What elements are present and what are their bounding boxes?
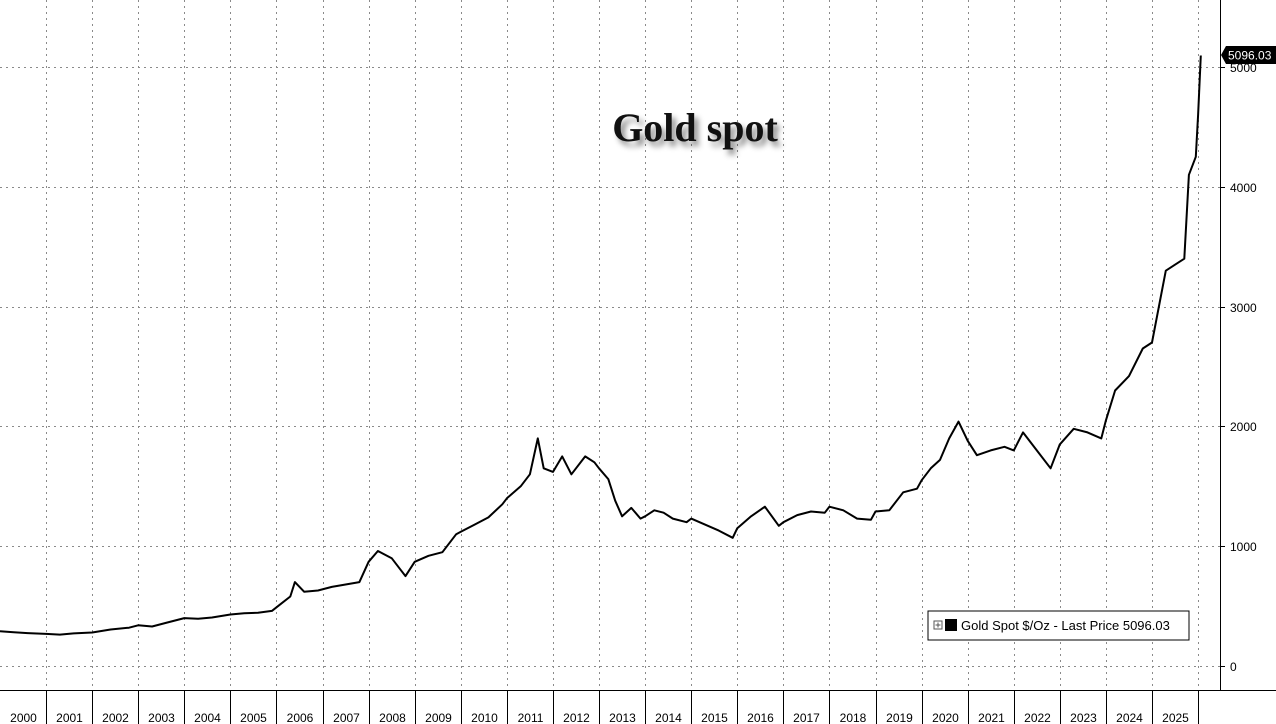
ytick-label-4000: 4000 [1230, 181, 1257, 195]
xtick-label-2013: 2013 [609, 711, 636, 724]
xtick-label-2005: 2005 [240, 711, 267, 724]
xtick-label-2007: 2007 [333, 711, 360, 724]
xtick-label-2004: 2004 [194, 711, 221, 724]
xtick-label-2022: 2022 [1024, 711, 1051, 724]
xtick-label-2020: 2020 [932, 711, 959, 724]
xtick-label-2019: 2019 [886, 711, 913, 724]
series-layer [0, 55, 1202, 636]
series-line-gold-spot [0, 55, 1202, 636]
xtick-label-2021: 2021 [978, 711, 1005, 724]
xtick-label-2006: 2006 [287, 711, 314, 724]
legend: Gold Spot $/Oz - Last Price 5096.03 [927, 610, 1190, 641]
xtick-label-2016: 2016 [747, 711, 774, 724]
xtick-label-2001: 2001 [56, 711, 83, 724]
legend-swatch [945, 619, 957, 631]
tick-labels: 0 1000 2000 3000 4000 5000 2000 2001 2002 2003 200… [10, 61, 1257, 724]
ytick-label-0: 0 [1230, 660, 1237, 674]
xtick-label-2011: 2011 [518, 711, 544, 724]
last-price-tag-shape [1221, 46, 1276, 64]
last-price-tag: 5096.03 [1221, 46, 1276, 64]
xtick-label-2003: 2003 [148, 711, 175, 724]
xtick-label-2025: 2025 [1162, 711, 1189, 724]
ytick-label-3000: 3000 [1230, 301, 1257, 315]
xtick-label-2000: 2000 [10, 711, 37, 724]
xtick-label-2012: 2012 [563, 711, 590, 724]
chart-title: Gold spot [612, 105, 778, 150]
xtick-label-2008: 2008 [379, 711, 406, 724]
xtick-label-2002: 2002 [102, 711, 129, 724]
xtick-label-2018: 2018 [840, 711, 867, 724]
ytick-label-5000: 5000 [1230, 61, 1257, 75]
xtick-label-2010: 2010 [471, 711, 498, 724]
xtick-label-2015: 2015 [701, 711, 728, 724]
ytick-label-1000: 1000 [1230, 540, 1257, 554]
last-price-tag-label: 5096.03 [1228, 49, 1272, 63]
xtick-label-2009: 2009 [425, 711, 452, 724]
xtick-label-2023: 2023 [1070, 711, 1097, 724]
grid-lines [0, 0, 1220, 690]
legend-box [927, 610, 1190, 641]
xtick-label-2014: 2014 [655, 711, 682, 724]
legend-label: Gold Spot $/Oz - Last Price 5096.03 [961, 618, 1170, 633]
ytick-label-2000: 2000 [1230, 420, 1257, 434]
xtick-label-2017: 2017 [793, 711, 820, 724]
xtick-label-2024: 2024 [1116, 711, 1143, 724]
